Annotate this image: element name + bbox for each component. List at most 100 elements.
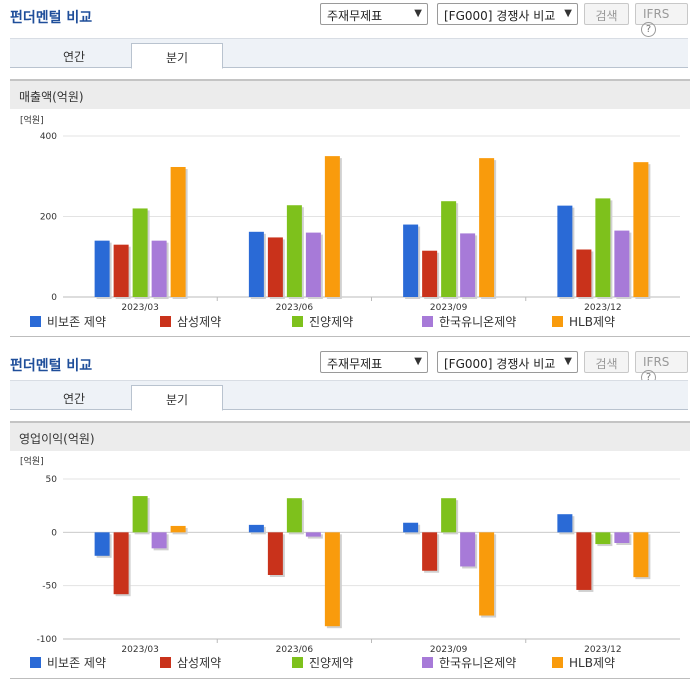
period-tabs: 연간 분기 (10, 38, 688, 69)
tab-annual[interactable]: 연간 (62, 50, 86, 64)
y-tick-label: 0 (51, 293, 57, 303)
legend-label: 한국유니온제약 (439, 315, 517, 329)
y-tick-label: 400 (40, 132, 57, 142)
statement-select-value: 주재무제표 (327, 357, 383, 371)
legend-label: HLB제약 (569, 315, 616, 329)
legend-item[interactable]: 한국유니온제약 (422, 654, 516, 671)
bar (151, 240, 167, 297)
ifrs-label: IFRS (643, 7, 670, 21)
bar (94, 532, 110, 556)
bar (633, 162, 649, 297)
bar (595, 198, 611, 297)
chart-subtitle: 매출액(억원) (10, 79, 690, 109)
legend-swatch (292, 316, 303, 327)
fundamental-panel-revenue: 펀더멘털 비교 주재무제표 ▼ [FG000] 경쟁사 비교 ▼ 검색 IFRS… (10, 3, 690, 337)
bar (305, 532, 321, 537)
bar (151, 532, 167, 549)
bar (614, 532, 630, 543)
y-unit-label: [억원] (20, 455, 44, 467)
chevron-down-icon: ▼ (414, 356, 422, 367)
chart-subtitle: 영업이익(억원) (10, 421, 690, 451)
legend-label: 삼성제약 (177, 656, 222, 670)
search-button[interactable]: 검색 (584, 3, 629, 25)
y-tick-label: 200 (40, 213, 57, 223)
peer-select-value: [FG000] 경쟁사 비교 (444, 357, 556, 371)
bar (170, 166, 186, 297)
legend-label: 비보존 제약 (47, 656, 107, 670)
bar (576, 532, 592, 590)
period-tabs: 연간 분기 (10, 380, 688, 411)
divider (10, 336, 690, 337)
bar (614, 230, 630, 297)
x-tick-label: 2023/09 (430, 303, 468, 313)
legend-label: HLB제약 (569, 656, 616, 670)
x-tick-label: 2023/12 (584, 645, 621, 655)
y-tick-label: -50 (42, 582, 57, 592)
bar (557, 205, 573, 297)
y-tick-label: 50 (46, 475, 58, 485)
legend-item[interactable]: 삼성제약 (160, 313, 221, 330)
x-tick-label: 2023/09 (430, 645, 468, 655)
tab-quarterly[interactable]: 분기 (131, 43, 223, 69)
ifrs-button[interactable]: IFRS ? (635, 3, 688, 37)
y-tick-label: 0 (51, 528, 57, 538)
legend-item[interactable]: 진양제약 (292, 654, 353, 671)
legend-label: 한국유니온제약 (439, 656, 517, 670)
revenue-chart: [억원] 0 200 400 2023/03 2023/06 2023/09 2023/12 (20, 114, 680, 313)
bar (286, 498, 302, 533)
chart-legend: 비보존 제약 삼성제약 진양제약 한국유니온제약 HLB제약 (30, 654, 690, 670)
bar (132, 496, 148, 533)
legend-swatch (552, 657, 563, 668)
legend-item[interactable]: 비보존 제약 (30, 313, 106, 330)
x-tick-label: 2023/06 (276, 303, 314, 313)
legend-label: 비보존 제약 (47, 315, 107, 329)
legend-item[interactable]: 진양제약 (292, 313, 353, 330)
bar (248, 524, 264, 533)
bar (441, 498, 457, 533)
x-tick-label: 2023/12 (584, 303, 621, 313)
chevron-down-icon: ▼ (414, 8, 422, 19)
bar (286, 205, 302, 297)
legend-item[interactable]: HLB제약 (552, 313, 615, 330)
fundamental-panel-operating-profit: 펀더멘털 비교 주재무제표 ▼ [FG000] 경쟁사 비교 ▼ 검색 IFRS… (0, 342, 696, 684)
x-tick-label: 2023/06 (276, 645, 314, 655)
search-button[interactable]: 검색 (584, 351, 629, 373)
bar (441, 201, 457, 297)
legend-swatch (292, 657, 303, 668)
bar (576, 249, 592, 297)
legend-swatch (422, 657, 433, 668)
legend-label: 진양제약 (309, 315, 354, 329)
legend-item[interactable]: HLB제약 (552, 654, 615, 671)
legend-item[interactable]: 삼성제약 (160, 654, 221, 671)
operating-profit-chart: [억원]50 0 -50 -100 2023/03 2023/06 2023/09 2023/… (20, 455, 680, 655)
bar (422, 250, 438, 297)
bar (557, 514, 573, 533)
peer-select[interactable]: [FG000] 경쟁사 비교 ▼ (437, 351, 578, 373)
legend-swatch (422, 316, 433, 327)
bar (324, 532, 340, 627)
chart-legend: 비보존 제약 삼성제약 진양제약 한국유니온제약 HLB제약 (30, 313, 690, 329)
legend-item[interactable]: 비보존 제약 (30, 654, 106, 671)
legend-swatch (552, 316, 563, 327)
ifrs-button[interactable]: IFRS ? (635, 351, 688, 385)
x-tick-label: 2023/03 (121, 303, 158, 313)
bar (595, 532, 611, 545)
legend-item[interactable]: 한국유니온제약 (422, 313, 516, 330)
bar (132, 208, 148, 297)
bar (94, 240, 110, 297)
bar (479, 532, 495, 616)
tab-annual[interactable]: 연간 (62, 392, 86, 406)
bar (113, 532, 129, 595)
statement-select[interactable]: 주재무제표 ▼ (320, 351, 428, 373)
ifrs-label: IFRS (643, 355, 670, 369)
help-icon: ? (641, 22, 656, 37)
bar (248, 231, 264, 297)
legend-swatch (30, 316, 41, 327)
chevron-down-icon: ▼ (564, 356, 572, 367)
bar (267, 532, 283, 575)
bar (460, 532, 476, 567)
statement-select[interactable]: 주재무제표 ▼ (320, 3, 428, 25)
statement-select-value: 주재무제표 (327, 9, 383, 23)
tab-quarterly[interactable]: 분기 (131, 385, 223, 411)
peer-select[interactable]: [FG000] 경쟁사 비교 ▼ (437, 3, 578, 25)
